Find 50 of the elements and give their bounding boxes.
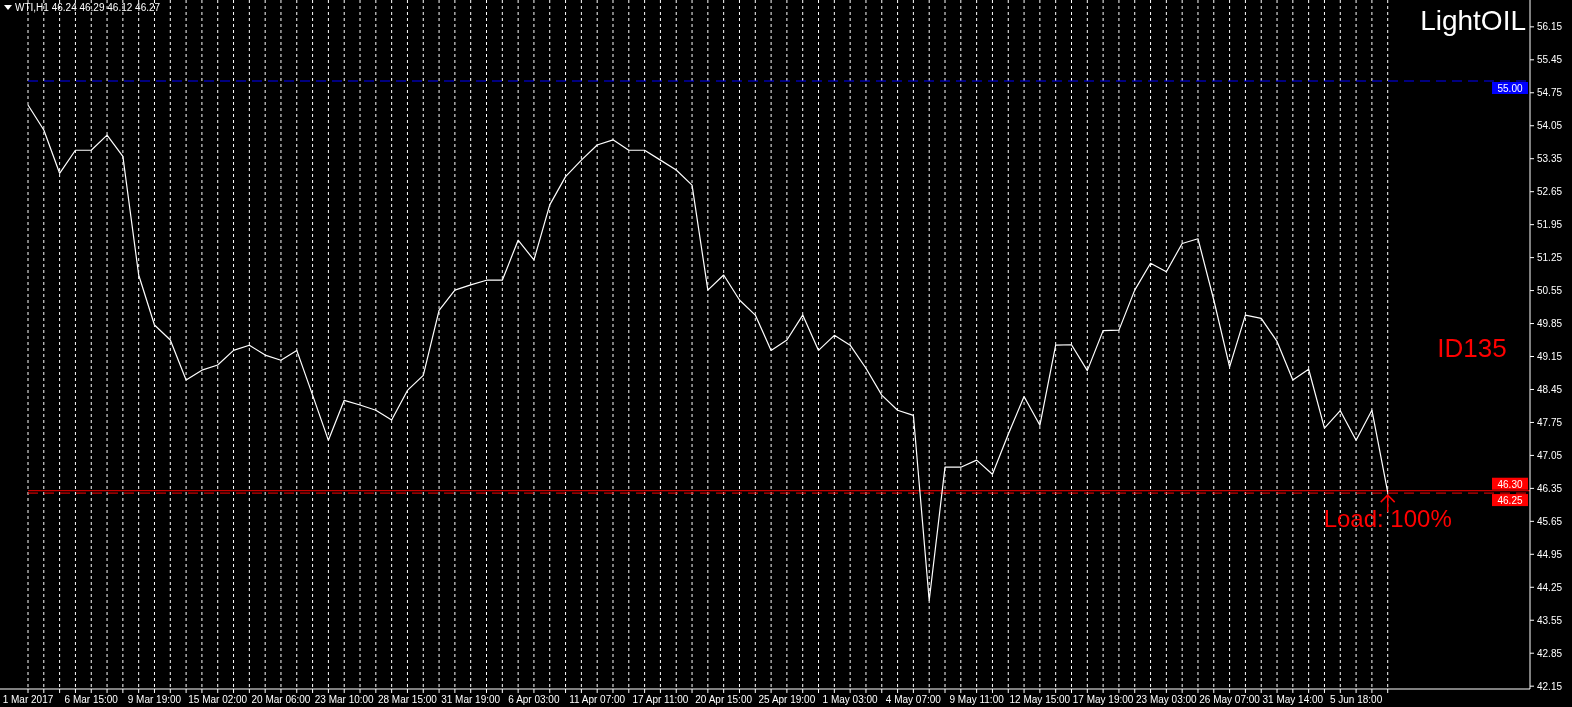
x-tick-label: 28 Mar 15:00	[377, 694, 438, 705]
y-tick-label: 52.65	[1537, 186, 1563, 198]
y-tick-label: 55.45	[1537, 54, 1563, 66]
x-tick-label: 5 Jun 18:00	[1329, 694, 1383, 705]
y-tick-label: 49.15	[1537, 351, 1563, 363]
x-tick-label: 20 Mar 06:00	[251, 694, 311, 705]
y-tick-label: 47.75	[1537, 416, 1563, 428]
x-tick-label: 4 May 07:00	[885, 694, 942, 705]
x-tick-label: 26 May 07:00	[1199, 694, 1261, 705]
text: LightOIL	[1420, 5, 1526, 36]
x-tick-label: 20 Apr 15:00	[695, 694, 753, 705]
ref-line-label: 46.30	[1497, 478, 1523, 490]
y-tick-label: 49.85	[1537, 318, 1563, 330]
y-tick-label: 54.75	[1537, 87, 1563, 99]
ref-line-label: 46.25	[1497, 495, 1523, 507]
x-tick-label: 6 Apr 03:00	[508, 694, 560, 705]
x-tick-label: 17 Apr 11:00	[632, 694, 689, 705]
y-tick-label: 51.25	[1537, 252, 1563, 264]
y-tick-label: 43.55	[1537, 614, 1563, 626]
chart-subtitle: WTI,H1 46.24 46.29 46.12 46.27	[15, 2, 161, 13]
x-tick-label: 9 Mar 19:00	[127, 694, 182, 705]
x-tick-label: 1 May 03:00	[822, 694, 879, 705]
y-tick-label: 42.15	[1537, 680, 1563, 692]
x-tick-label: 15 Mar 02:00	[188, 694, 248, 705]
y-tick-label: 53.35	[1537, 153, 1563, 165]
y-tick-label: 44.95	[1537, 548, 1563, 560]
y-tick-label: 44.25	[1537, 581, 1563, 593]
y-tick-label: 42.85	[1537, 647, 1563, 659]
annotation: Load: 100%	[1323, 505, 1452, 533]
ref-line-label: 55.00	[1497, 83, 1523, 94]
y-tick-label: 50.55	[1537, 285, 1563, 297]
x-tick-label: 23 May 03:00	[1136, 694, 1198, 705]
x-tick-label: 6 Mar 15:00	[64, 694, 119, 705]
x-tick-label: 23 Mar 10:00	[314, 694, 375, 705]
text: ID135	[1437, 333, 1507, 363]
x-tick-label: 31 Mar 19:00	[441, 694, 501, 705]
y-tick-label: 54.05	[1537, 120, 1563, 132]
x-tick-label: 9 May 11:00	[949, 694, 1005, 705]
x-tick-label: 12 May 15:00	[1009, 694, 1071, 705]
y-tick-label: 47.05	[1537, 449, 1563, 461]
x-tick-label: 1 Mar 2017	[2, 694, 54, 705]
y-tick-label: 46.35	[1537, 482, 1563, 494]
x-tick-label: 11 Apr 07:00	[569, 694, 626, 705]
y-tick-label: 51.95	[1537, 219, 1563, 231]
y-tick-label: 45.65	[1537, 515, 1563, 527]
y-tick-label: 48.45	[1537, 383, 1563, 395]
y-tick-label: 56.15	[1537, 21, 1563, 33]
x-tick-label: 17 May 19:00	[1072, 694, 1134, 705]
x-tick-label: 25 Apr 19:00	[758, 694, 816, 705]
x-tick-label: 31 May 14:00	[1262, 694, 1324, 705]
